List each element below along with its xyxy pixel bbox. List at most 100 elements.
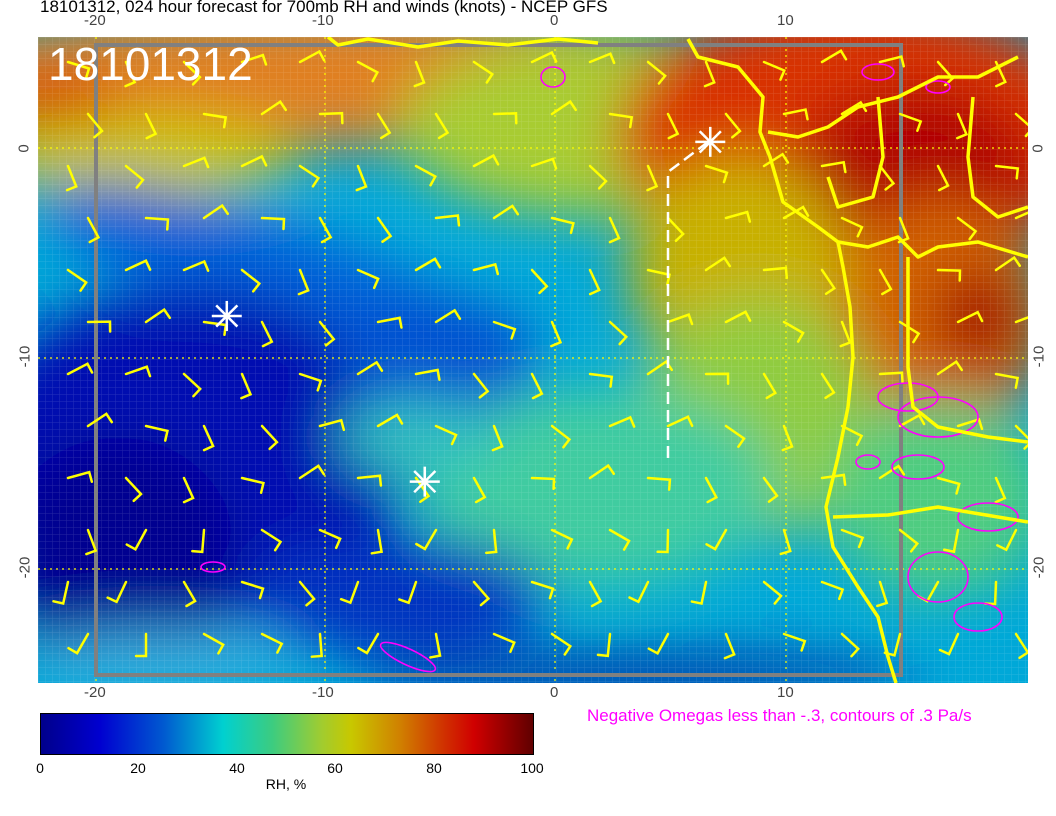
wind-barb: [782, 632, 807, 652]
wind-barb: [724, 424, 746, 448]
wind-barb: [310, 632, 324, 658]
wind-barb: [106, 580, 128, 604]
wind-barb: [65, 164, 78, 192]
wind-barb: [840, 216, 864, 238]
wind-barb: [144, 216, 170, 231]
lon-tick-bottom: 10: [777, 684, 794, 701]
wind-barb: [878, 268, 893, 296]
wind-barb: [240, 476, 265, 494]
wind-barb: [588, 268, 601, 296]
lon-tick-top: -20: [84, 12, 106, 29]
wind-barb: [67, 632, 90, 655]
wind-barb: [1014, 112, 1028, 138]
wind-barb: [124, 164, 145, 189]
wind-barb: [297, 268, 310, 296]
colorbar-tick: 0: [36, 760, 44, 776]
wind-barb: [762, 476, 779, 503]
omega-note: Negative Omegas less than -.3, contours …: [587, 706, 972, 725]
wind-barb: [472, 153, 500, 168]
lat-tick-left: 0: [15, 144, 33, 153]
wind-barb: [994, 255, 1021, 272]
wind-barb: [52, 580, 70, 605]
wind-barb: [994, 476, 1007, 504]
wind-barb: [550, 99, 578, 116]
wind-barb: [646, 268, 671, 286]
wind-barb: [762, 266, 789, 280]
wind-barb: [956, 216, 978, 241]
lon-tick-bottom: -10: [312, 684, 334, 701]
wind-barb: [182, 156, 210, 169]
wind-barb: [260, 320, 274, 348]
wind-barb: [86, 112, 104, 139]
wind-barb: [414, 476, 431, 503]
wind-barb: [318, 418, 346, 432]
wind-barb: [724, 112, 742, 139]
wind-barb: [820, 49, 848, 64]
wind-barb: [298, 372, 323, 392]
markers: [211, 126, 726, 497]
wind-barb: [647, 632, 670, 656]
omega-contours: [200, 63, 1019, 673]
wind-barb: [530, 372, 544, 400]
wind-barb: [936, 359, 964, 376]
wind-barb: [898, 112, 923, 133]
wind-barb: [202, 112, 228, 129]
wind-barb: [429, 632, 442, 659]
wind-barb: [240, 53, 268, 66]
wind-barb: [588, 463, 615, 480]
wind-barb: [840, 632, 860, 658]
wind-barb: [182, 476, 195, 504]
wind-barb: [414, 257, 442, 272]
wind-barb: [878, 464, 906, 480]
wind-barb: [588, 372, 614, 388]
wind-barb: [298, 464, 326, 480]
wind-barb: [124, 259, 152, 272]
wind-barb: [646, 60, 667, 85]
rh-map: 18101312: [38, 37, 1028, 683]
wind-barb: [1014, 424, 1028, 450]
wind-barb: [704, 476, 719, 504]
wind-barb: [942, 528, 960, 554]
wind-barb: [86, 216, 101, 244]
wind-barb: [550, 320, 563, 348]
wind-barb: [398, 580, 418, 605]
wind-barb: [66, 362, 94, 376]
asterisk-marker: [695, 126, 726, 157]
colorbar-tick: 60: [327, 760, 343, 776]
wind-barb: [608, 415, 636, 428]
wind-barb: [144, 424, 169, 442]
wind-barb: [240, 268, 262, 293]
wind-barb: [762, 372, 777, 400]
wind-barb: [781, 424, 794, 452]
wind-barb: [646, 164, 659, 192]
wind-barb: [898, 320, 921, 344]
wind-barb: [898, 528, 920, 553]
wind-barb: [646, 359, 674, 376]
wind-barb: [318, 111, 344, 125]
lon-tick-bottom: 0: [550, 684, 559, 701]
wind-barb: [66, 268, 88, 292]
wind-barb: [356, 268, 380, 290]
wind-barb: [434, 308, 462, 324]
wind-barb: [996, 528, 1018, 552]
lat-tick-left: -10: [16, 345, 34, 368]
wind-barb: [596, 632, 612, 658]
wind-barb: [956, 310, 984, 324]
wind-barb: [530, 580, 555, 600]
wind-barb: [690, 580, 708, 606]
wind-barb: [608, 320, 629, 346]
wind-barb: [356, 474, 383, 487]
wind-barbs: [52, 49, 1028, 660]
wind-barb: [608, 528, 631, 551]
wind-barb: [124, 60, 137, 88]
wind-barb: [434, 214, 461, 227]
wind-barb: [646, 476, 672, 491]
wind-barb: [240, 372, 253, 400]
wind-barb: [182, 580, 197, 608]
wind-barb: [550, 216, 575, 235]
wind-barb: [782, 320, 805, 343]
wind-barb: [357, 632, 380, 655]
wind-barb: [318, 216, 333, 244]
colorbar-tick: 40: [229, 760, 245, 776]
lon-tick-bottom: -20: [84, 684, 106, 701]
